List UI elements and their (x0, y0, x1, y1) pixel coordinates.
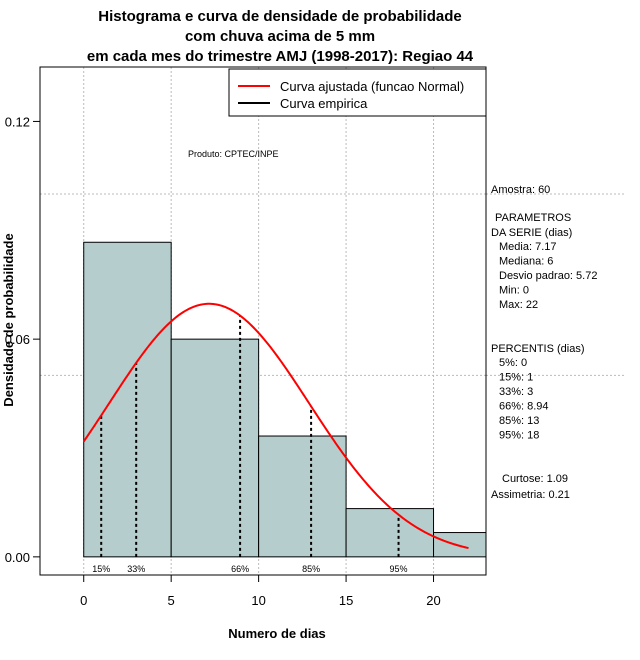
param-value: Desvio padrao: 5.72 (499, 270, 597, 282)
percentil-value: 33%: 3 (499, 386, 533, 398)
param-value: Max: 22 (499, 299, 538, 311)
params-header: PARAMETROS (495, 212, 571, 224)
y-tick-label: 0.12 (5, 114, 30, 129)
title-line: em cada mes do trimestre AMJ (1998-2017)… (87, 48, 474, 65)
x-axis-label: Numero de dias (228, 626, 326, 641)
params-header: DA SERIE (dias) (491, 227, 572, 239)
histogram-bar (83, 241, 172, 558)
percentil-value: 5%: 0 (499, 357, 527, 369)
histogram-bar (170, 338, 260, 558)
skewness-value: Assimetria: 0.21 (491, 489, 570, 501)
x-tick-label: 20 (426, 593, 440, 608)
kurtosis-value: Curtose: 1.09 (502, 473, 568, 485)
x-tick-label: 15 (339, 593, 353, 608)
title-line: com chuva acima de 5 mm (185, 28, 375, 45)
histogram-bar (433, 532, 487, 558)
percentile-label: 95% (390, 564, 408, 574)
y-axis: 0.00 0.06 0.12 (5, 114, 41, 565)
statistics-panel: Amostra: 60 PARAMETROS DA SERIE (dias) Medi… (491, 184, 597, 501)
title-line: Histograma e curva de densidade de proba… (98, 8, 461, 25)
percentile-label: 15% (92, 564, 110, 574)
histogram-bar (258, 435, 347, 558)
y-tick-label: 0.00 (5, 550, 30, 565)
param-value: Min: 0 (499, 285, 529, 297)
legend-label-normal: Curva ajustada (funcao Normal) (280, 79, 464, 94)
percentile-label: 66% (231, 564, 249, 574)
percentis-header: PERCENTIS (dias) (491, 343, 585, 355)
chart-title: Histograma e curva de densidade de proba… (87, 8, 474, 65)
x-axis: 0 5 10 15 20 (80, 574, 441, 608)
percentil-value: 95%: 18 (499, 430, 539, 442)
percentil-value: 15%: 1 (499, 372, 533, 384)
percentile-label: 33% (127, 564, 145, 574)
y-tick-label: 0.06 (5, 332, 30, 347)
percentil-value: 85%: 13 (499, 415, 539, 427)
product-label: Produto: CPTEC/INPE (188, 149, 279, 159)
legend: Curva ajustada (funcao Normal) Curva empi… (228, 68, 487, 117)
legend-box (228, 68, 487, 117)
percentile-markers: 15% 33% 66% 85% 95% (92, 315, 408, 574)
legend-label-empirical: Curva empirica (280, 96, 368, 111)
percentile-label: 85% (302, 564, 320, 574)
histogram-bar (345, 508, 435, 558)
param-value: Mediana: 6 (499, 256, 553, 268)
x-tick-label: 0 (80, 593, 87, 608)
normal-curve-line (82, 302, 469, 550)
sample-size: Amostra: 60 (491, 184, 550, 196)
param-value: Media: 7.17 (499, 241, 556, 253)
y-axis-label: Densidade de probabilidade (1, 233, 16, 406)
percentil-value: 66%: 8.94 (499, 401, 549, 413)
histogram-bars (83, 241, 487, 558)
x-tick-label: 5 (168, 593, 175, 608)
x-tick-label: 10 (251, 593, 265, 608)
